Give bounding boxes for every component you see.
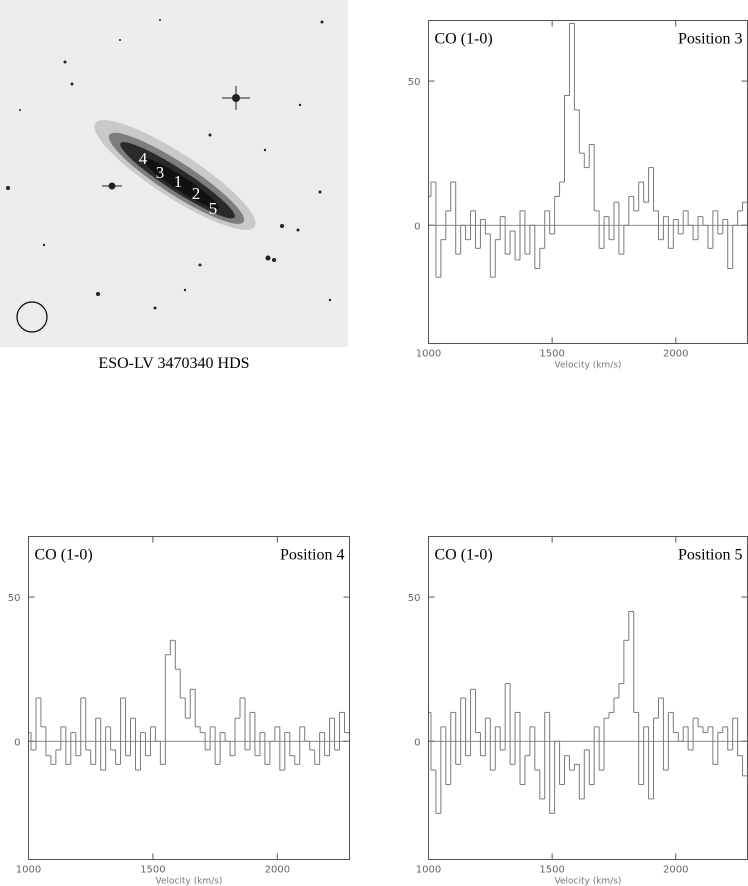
beam-circle	[16, 301, 48, 333]
x-axis-label: Velocity (km/s)	[555, 877, 622, 886]
plot-frame	[428, 536, 748, 860]
stars	[6, 19, 332, 310]
plot-frame	[428, 20, 748, 344]
y-tick-label: 0	[14, 737, 20, 748]
chart-panel: 0 50 1000 1500 2000 CO (1-0) Position 5 Velocit…	[408, 536, 748, 886]
x-tick-label: 1000	[416, 349, 441, 360]
chart-annotation: Position 4	[280, 547, 344, 564]
position-label: 5	[209, 199, 218, 218]
x-tick-label: 1000	[16, 865, 41, 876]
series	[428, 610, 748, 814]
y-tick-label: 0	[414, 221, 420, 232]
x-tick-label: 2000	[663, 865, 688, 876]
x-tick-label: 1500	[140, 865, 165, 876]
x-tick-label: 1500	[539, 865, 564, 876]
position-label: 4	[139, 149, 148, 168]
y-tick-label: 50	[8, 593, 21, 604]
plot-frame	[28, 536, 350, 860]
chart-title: CO (1-0)	[435, 547, 493, 564]
chart-panel: 0 50 1000 1500 2000 CO (1-0) Position 3 Velocit…	[408, 20, 748, 371]
x-tick-label: 1500	[539, 349, 564, 360]
galaxy	[94, 120, 256, 230]
series	[428, 22, 748, 278]
galaxy-image: 4 3 1 2 5	[0, 0, 348, 347]
y-tick-label: 0	[414, 737, 420, 748]
chart-annotation: Position 3	[678, 31, 742, 48]
chart-annotation: Position 5	[678, 547, 742, 564]
x-tick-label: 2000	[265, 865, 290, 876]
series	[28, 639, 350, 771]
x-axis-label: Velocity (km/s)	[156, 877, 223, 886]
y-tick-label: 50	[408, 593, 421, 604]
x-tick-label: 1000	[416, 865, 441, 876]
position-labels: 4 3 1 2 5	[139, 149, 218, 218]
position-label: 1	[174, 172, 183, 191]
x-axis-label: Velocity (km/s)	[555, 361, 622, 371]
position-label: 2	[192, 184, 201, 203]
y-tick-label: 50	[408, 77, 421, 88]
position-label: 3	[156, 163, 165, 182]
x-tick-label: 2000	[663, 349, 688, 360]
chart-panel: 0 50 1000 1500 2000 CO (1-0) Position 4 Velocit…	[8, 536, 350, 886]
chart-title: CO (1-0)	[35, 547, 93, 564]
image-caption: ESO-LV 3470340 HDS	[98, 355, 249, 372]
chart-title: CO (1-0)	[435, 31, 493, 48]
